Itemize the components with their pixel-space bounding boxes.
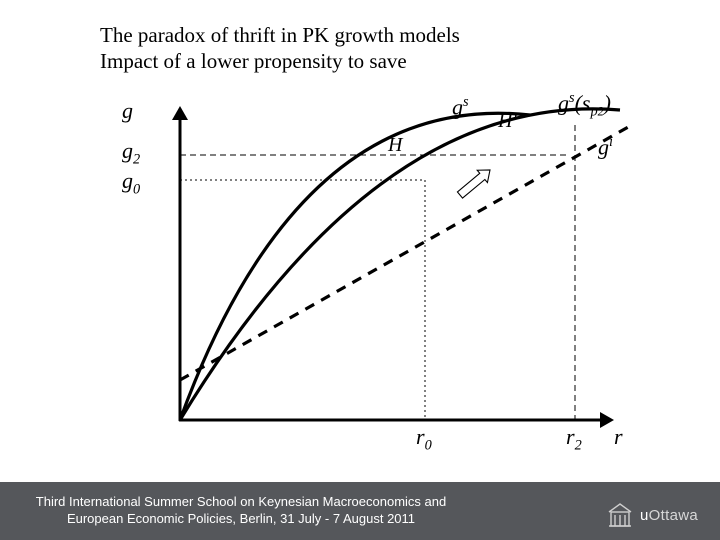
title-block: The paradox of thrift in PK growth model… bbox=[100, 22, 660, 75]
footer-text: Third International Summer School on Key… bbox=[0, 494, 456, 528]
label-gs-sp2: gs(sp2) bbox=[558, 90, 611, 121]
label-h-prime: H' bbox=[498, 110, 517, 133]
gs-curve-1 bbox=[180, 113, 530, 420]
logo-text: uOttawa bbox=[640, 507, 698, 524]
label-r0: r0 bbox=[416, 424, 432, 454]
diagram-svg bbox=[120, 80, 640, 460]
label-h: H bbox=[388, 134, 402, 157]
diagram: g g2 g0 gs H' H gs(sp2) gi r0 r2 r bbox=[120, 80, 640, 460]
label-gs: gs bbox=[452, 94, 469, 120]
label-gi: gi bbox=[598, 134, 613, 160]
label-r2: r2 bbox=[566, 424, 582, 454]
building-icon bbox=[606, 500, 634, 530]
footer: Third International Summer School on Key… bbox=[0, 482, 720, 540]
logo-uottawa: uOttawa bbox=[606, 500, 698, 530]
shift-arrow bbox=[457, 170, 490, 198]
footer-line-2: European Economic Policies, Berlin, 31 J… bbox=[67, 511, 415, 526]
label-g2: g2 bbox=[122, 138, 140, 168]
label-r: r bbox=[614, 424, 623, 450]
title-line-1: The paradox of thrift in PK growth model… bbox=[100, 22, 660, 48]
gi-line bbox=[180, 126, 630, 380]
label-g0: g0 bbox=[122, 168, 140, 198]
slide: The paradox of thrift in PK growth model… bbox=[0, 0, 720, 540]
title-line-2: Impact of a lower propensity to save bbox=[100, 48, 660, 74]
footer-line-1: Third International Summer School on Key… bbox=[36, 494, 446, 509]
label-g: g bbox=[122, 98, 133, 124]
